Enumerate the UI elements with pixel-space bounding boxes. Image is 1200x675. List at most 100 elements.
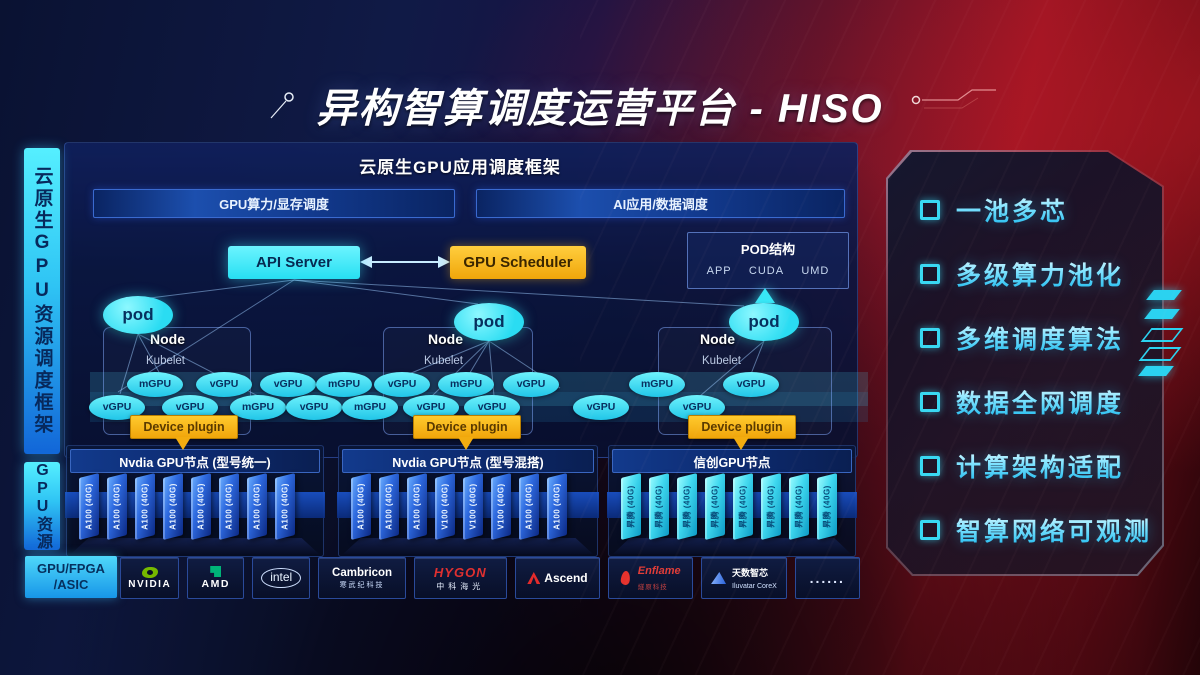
- gpu-section-platform: [343, 538, 593, 554]
- gpu-section-band: [607, 492, 857, 518]
- pod-to-structure-arrow-icon: [755, 288, 775, 303]
- feature-label: 一池多芯: [956, 192, 1068, 228]
- vendor-name: 天数智芯: [732, 568, 769, 578]
- feature-label: 智算网络可观测: [956, 512, 1152, 548]
- feature-label: 数据全网调度: [956, 384, 1124, 420]
- device-plugin-arrow-icon: [175, 437, 191, 450]
- gpu-card-stack: A100 (40G) A100 (40G) A100 (40G) V100 (40G)…: [339, 446, 597, 556]
- vendor-name: ......: [809, 570, 845, 586]
- gpu-card: V100 (40G): [463, 473, 483, 540]
- gpu-section-platform: [71, 538, 319, 554]
- gpu-section-header: Nvdia GPU节点 (型号统一): [70, 449, 320, 473]
- vendor-name: Cambricon: [332, 566, 393, 579]
- device-plugin-3: Device plugin: [688, 415, 796, 439]
- gpu-section-xinchuang: 信创GPU节点 昇腾 (40G) 昇腾 (40G) 昇腾 (40G) 昇腾 (40G)…: [607, 445, 857, 557]
- vendor-name: AMD: [201, 578, 230, 590]
- gpu-card-stack: A100 (40G) A100 (40G) A100 (40G) A100 (40G)…: [67, 446, 323, 556]
- gpu-card: 昇腾 (40G): [649, 473, 669, 540]
- sidebar-framework-label: 云原生GPU资源调度框架: [31, 166, 53, 436]
- gpu-ellipse: mGPU: [342, 395, 398, 420]
- feature-item: 多维调度算法: [920, 321, 1124, 355]
- gpu-section-mixed: Nvdia GPU节点 (型号混搭) A100 (40G) A100 (40G) A…: [337, 445, 599, 557]
- pod-structure-title: POD结构: [740, 242, 796, 257]
- feature-item: 一池多芯: [920, 193, 1068, 227]
- gpu-card: 昇腾 (40G): [677, 473, 697, 540]
- gpu-card: A100 (40G): [547, 473, 567, 540]
- pod-2: pod: [454, 303, 524, 341]
- hardware-type-badge: GPU/FPGA /ASIC: [25, 556, 117, 598]
- gpu-card: A100 (40G): [191, 473, 211, 540]
- gpu-ellipse: vGPU: [723, 372, 779, 397]
- pod-layer-app: APP: [706, 265, 732, 277]
- gpu-card: A100 (40G): [275, 473, 295, 540]
- gpu-ellipse: vGPU: [503, 372, 559, 397]
- vendor-subtitle: 中科海光: [436, 581, 485, 591]
- sidebar-framework-bar: 云原生GPU资源调度框架: [24, 148, 60, 454]
- kubelet-1-label: Kubelet: [146, 355, 186, 367]
- vendor-name: NVIDIA: [128, 578, 172, 590]
- checkbox-bullet-icon: [920, 520, 940, 540]
- feature-label: 计算架构适配: [956, 448, 1124, 484]
- gpu-card: 昇腾 (40G): [621, 473, 641, 540]
- gpu-card: A100 (40G): [79, 473, 99, 540]
- hazard-stripe-icon: [1146, 290, 1182, 300]
- enflame-logo-icon: [620, 570, 631, 586]
- device-plugin-1: Device plugin: [130, 415, 238, 439]
- nvidia-logo-icon: [141, 566, 158, 578]
- gpu-ellipse: vGPU: [260, 372, 316, 397]
- pod-structure-box: POD结构 APP CUDA UMD: [687, 232, 849, 289]
- gpu-ellipse: mGPU: [438, 372, 494, 397]
- feature-panel: 一池多芯多级算力池化多维调度算法数据全网调度 计算架构适配 智算网络可观测: [886, 150, 1164, 576]
- pod-layer-cuda: CUDA: [748, 265, 785, 277]
- gpu-card: 昇腾 (40G): [705, 473, 725, 540]
- gpu-card: 昇腾 (40G): [817, 473, 837, 540]
- device-plugin-arrow-icon: [458, 437, 474, 450]
- kubelet-3-label: Kubelet: [702, 355, 742, 367]
- gpu-card: A100 (40G): [519, 473, 539, 540]
- vendor-row: NVIDIA AMD intel Cambricon 寒武纪科技 HYGON 中科海光 Asc…: [120, 557, 860, 599]
- gpu-ellipse: vGPU: [196, 372, 252, 397]
- vendor-name: HYGON: [433, 564, 487, 580]
- gpu-card: V100 (40G): [435, 473, 455, 540]
- device-plugin-arrow-icon: [733, 437, 749, 450]
- gpu-scheduler-box: GPU Scheduler: [450, 246, 586, 279]
- sidebar-gpu-resource-label: GPU资源: [34, 462, 51, 550]
- gpu-ellipse: vGPU: [374, 372, 430, 397]
- node-3-label: Node: [700, 331, 735, 347]
- feature-item: 智算网络可观测: [920, 513, 1152, 547]
- gpu-card: 昇腾 (40G): [789, 473, 809, 540]
- vendor-name: Ascend: [544, 571, 588, 585]
- gpu-ellipse: mGPU: [230, 395, 286, 420]
- amd-logo-icon: [210, 566, 222, 577]
- gpu-card: A100 (40G): [351, 473, 371, 540]
- gpu-ellipse: vGPU: [573, 395, 629, 420]
- node-1-label: Node: [150, 331, 185, 347]
- checkbox-bullet-icon: [920, 328, 940, 348]
- feature-label: 多级算力池化: [956, 256, 1124, 292]
- gpu-card: 昇腾 (40G): [761, 473, 781, 540]
- vendor-dots: ......: [794, 557, 860, 599]
- node-2-label: Node: [428, 331, 463, 347]
- vendor-nvidia: NVIDIA: [120, 557, 180, 599]
- vendor-subtitle: Iluvatar CoreX: [732, 583, 777, 590]
- gpu-card: A100 (40G): [407, 473, 427, 540]
- gpu-ellipse: vGPU: [89, 395, 145, 420]
- pod-layer-umd: UMD: [801, 265, 830, 277]
- vendor-name: Enflame: [637, 565, 681, 577]
- kubelet-2-label: Kubelet: [424, 355, 464, 367]
- framework-title: 云原生GPU应用调度框架: [359, 158, 561, 177]
- gpu-section-uniform: Nvdia GPU节点 (型号统一) A100 (40G) A100 (40G) A…: [65, 445, 325, 557]
- gpu-card-stack: 昇腾 (40G) 昇腾 (40G) 昇腾 (40G) 昇腾 (40G) 昇腾 (40G)…: [609, 446, 855, 556]
- feature-panel-inner: [888, 152, 1162, 574]
- gpu-card: A100 (40G): [379, 473, 399, 540]
- gpu-ellipse: mGPU: [127, 372, 183, 397]
- gpu-ellipse: mGPU: [629, 372, 685, 397]
- checkbox-bullet-icon: [920, 392, 940, 412]
- hazard-stripe-icon: [1144, 309, 1180, 319]
- checkbox-bullet-icon: [920, 264, 940, 284]
- gpu-ellipse: mGPU: [316, 372, 372, 397]
- gpu-section-header: 信创GPU节点: [612, 449, 852, 473]
- gpu-card: A100 (40G): [247, 473, 267, 540]
- ai-data-scheduling-bar: AI应用/数据调度: [476, 189, 845, 218]
